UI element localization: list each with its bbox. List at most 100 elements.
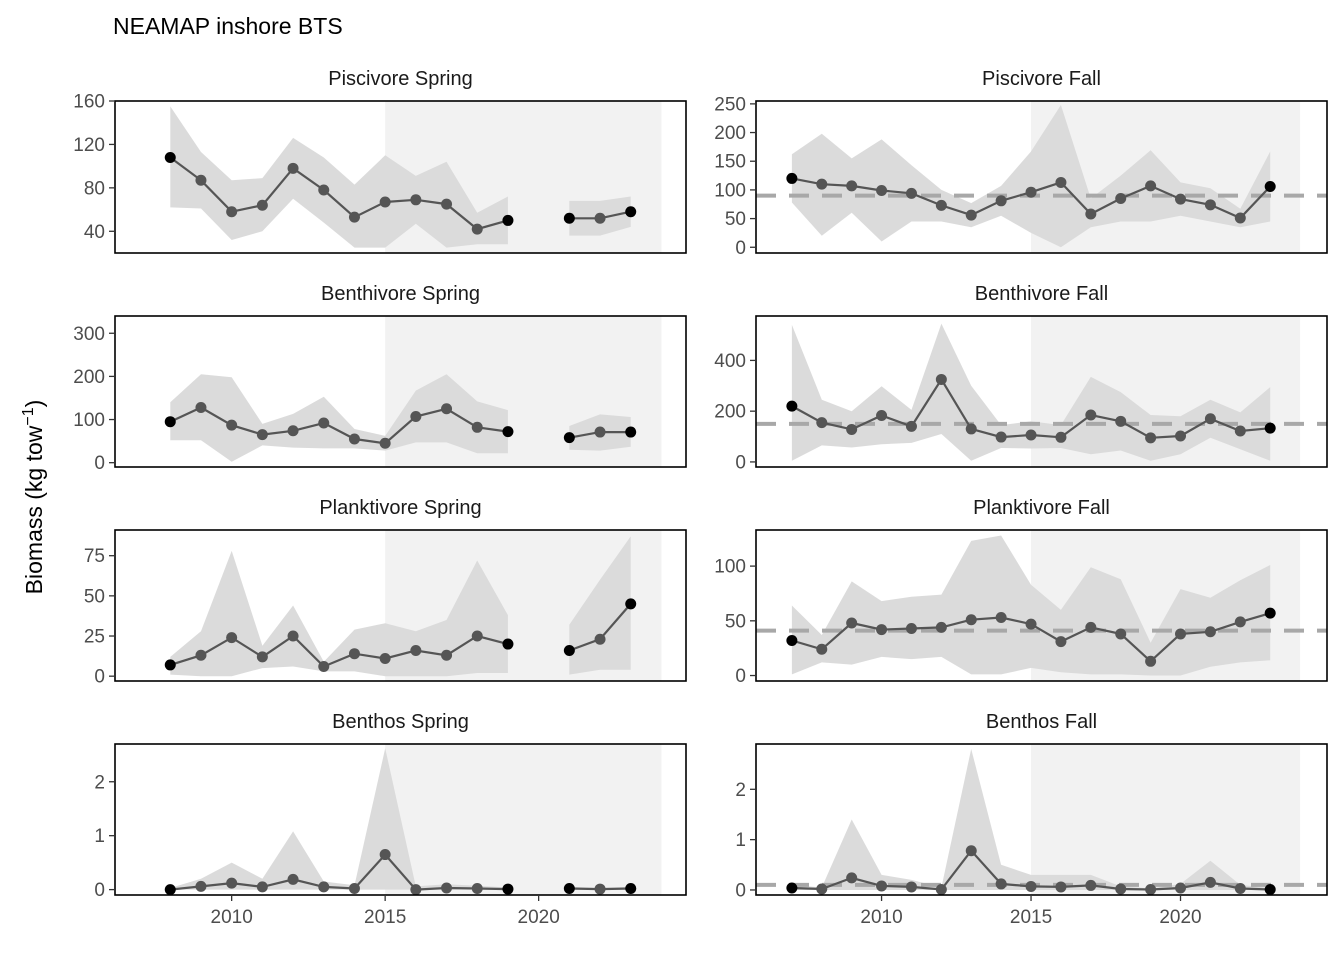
y-tick-label: 50	[725, 611, 746, 632]
panel-frame	[755, 100, 1328, 254]
data-point	[1115, 883, 1127, 895]
strip-label: Planktivore Spring	[319, 497, 481, 519]
data-point	[594, 633, 606, 645]
data-point	[1055, 881, 1067, 893]
data-point	[1055, 431, 1067, 443]
data-point	[995, 612, 1007, 624]
data-point	[256, 429, 268, 441]
end-point	[502, 214, 514, 226]
data-point	[876, 409, 888, 421]
panel-frame	[114, 315, 687, 468]
data-point	[195, 174, 207, 186]
data-point	[410, 194, 422, 206]
data-point	[816, 883, 828, 895]
end-point	[1264, 422, 1276, 434]
x-tick-label: 2020	[1159, 907, 1201, 928]
end-point	[786, 635, 798, 647]
panel-piscivore-spring: Piscivore Spring 40 80 120 160	[73, 68, 687, 254]
data-point	[1204, 876, 1216, 888]
confidence-ribbon	[170, 374, 508, 462]
data-point	[195, 880, 207, 892]
data-point	[1175, 882, 1187, 894]
panel-frame	[755, 315, 1328, 468]
data-point	[1055, 176, 1067, 188]
strip-label: Piscivore Fall	[982, 68, 1101, 90]
series-line	[169, 156, 509, 231]
data-point	[226, 206, 238, 218]
y-tick-label: 1	[735, 830, 746, 851]
series-line	[169, 406, 509, 445]
panel-frame	[114, 743, 687, 896]
data-point	[195, 401, 207, 413]
data-point	[348, 211, 360, 223]
y-tick-label: 100	[73, 410, 105, 431]
confidence-ribbon	[569, 536, 631, 675]
data-point	[1085, 208, 1097, 220]
data-point	[965, 614, 977, 626]
end-point	[625, 883, 637, 895]
highlight-region	[1031, 744, 1301, 895]
data-point	[379, 653, 391, 665]
confidence-ribbon	[791, 105, 1271, 248]
y-tick-label: 300	[73, 324, 105, 345]
end-point	[164, 884, 176, 895]
data-point	[1085, 409, 1097, 421]
y-tick-label: 200	[73, 367, 105, 388]
end-point	[1264, 607, 1276, 619]
data-point	[816, 178, 828, 190]
y-tick-label: 0	[735, 238, 746, 259]
data-point	[1234, 882, 1246, 894]
end-point	[786, 882, 798, 894]
data-point	[1085, 621, 1097, 633]
chart-title: NEAMAP inshore BTS	[113, 13, 343, 39]
data-point	[441, 649, 453, 661]
data-point	[876, 624, 888, 636]
confidence-ribbon	[170, 106, 508, 248]
end-point	[625, 206, 637, 218]
end-point	[502, 638, 514, 650]
data-point	[318, 417, 330, 429]
y-tick-label: 100	[714, 557, 746, 578]
data-point	[846, 180, 858, 192]
data-point	[846, 872, 858, 884]
strip-label: Planktivore Fall	[973, 497, 1110, 519]
y-tick-label: 0	[94, 667, 105, 688]
y-tick-label: 100	[714, 180, 746, 201]
data-point	[935, 883, 947, 895]
data-point	[905, 881, 917, 893]
y-tick-label: 2	[735, 780, 746, 801]
data-point	[935, 373, 947, 385]
data-point	[348, 883, 360, 895]
y-tick-label: 1	[94, 826, 105, 847]
data-point	[1145, 180, 1157, 192]
data-point	[594, 212, 606, 224]
end-point	[1264, 883, 1276, 895]
data-point	[905, 420, 917, 432]
end-point	[786, 400, 798, 412]
data-point	[1204, 413, 1216, 425]
data-point	[905, 622, 917, 634]
panel-planktivore-fall: Planktivore Fall 0 50 100	[714, 497, 1328, 687]
strip-label: Benthivore Spring	[321, 283, 480, 305]
data-point	[287, 425, 299, 437]
y-tick-label: 50	[725, 209, 746, 230]
confidence-ribbon	[170, 550, 508, 677]
data-point	[1175, 628, 1187, 640]
data-point	[471, 883, 483, 895]
data-point	[935, 621, 947, 633]
y-tick-label: 120	[73, 135, 105, 156]
data-point	[965, 845, 977, 857]
data-point	[1115, 193, 1127, 205]
strip-label: Piscivore Spring	[328, 68, 473, 90]
panel-frame	[114, 100, 687, 254]
strip-label: Benthos Spring	[332, 711, 469, 733]
data-point	[287, 630, 299, 642]
data-point	[1025, 186, 1037, 198]
data-point	[1145, 883, 1157, 895]
data-point	[1115, 415, 1127, 427]
y-tick-label: 0	[94, 880, 105, 901]
data-point	[441, 198, 453, 210]
data-point	[226, 877, 238, 889]
end-point	[1264, 180, 1276, 192]
y-tick-label: 75	[84, 546, 105, 567]
